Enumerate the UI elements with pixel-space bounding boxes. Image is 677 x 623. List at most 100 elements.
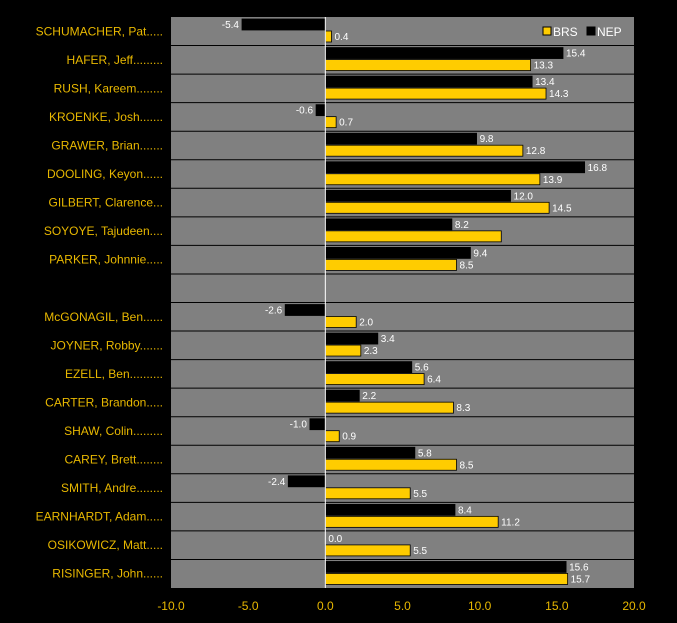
value-label-nep: 8.2 xyxy=(455,220,469,231)
bar-nep xyxy=(324,389,360,402)
legend-label-nep: NEP xyxy=(597,25,622,39)
bar-brs xyxy=(324,401,454,414)
bar-nep xyxy=(324,561,567,573)
bar-brs xyxy=(324,458,457,471)
bar-brs xyxy=(324,30,332,43)
category-label: RUSH, Kareem........ xyxy=(54,81,163,95)
value-label-brs: 5.5 xyxy=(413,489,427,500)
value-label-nep: 2.2 xyxy=(362,391,376,402)
category-label: JOYNER, Robby....... xyxy=(51,338,163,352)
value-label-brs: 13.9 xyxy=(543,175,563,186)
bar-brs xyxy=(324,87,547,100)
value-label-nep: 16.8 xyxy=(588,163,608,174)
category-label: SOYOYE, Tajudeen.... xyxy=(44,224,163,238)
value-label-nep: 0.0 xyxy=(328,534,342,545)
x-tick-label: -5.0 xyxy=(238,599,259,613)
bar-nep xyxy=(324,47,564,59)
bar-brs xyxy=(324,544,411,557)
x-tick-label: 5.0 xyxy=(394,599,411,613)
bar-nep xyxy=(324,246,471,259)
bar-brs xyxy=(324,144,524,157)
bar-nep xyxy=(324,132,477,145)
bar-brs xyxy=(324,316,357,328)
bar-nep xyxy=(324,218,453,231)
category-label: SHAW, Colin......... xyxy=(64,424,163,438)
value-label-nep: -0.6 xyxy=(296,106,314,117)
bar-nep xyxy=(324,75,533,88)
x-tick-label: 15.0 xyxy=(545,599,569,613)
bar-nep xyxy=(324,189,511,202)
value-labels: -5.4 0.4 15.4 13.3 13.414.3 -0.6 0.7 9.8 12.8 16.… xyxy=(222,20,608,585)
value-label-nep: -2.6 xyxy=(265,306,283,317)
value-label-nep: 15.4 xyxy=(566,49,586,60)
x-tick-label: 0.0 xyxy=(317,599,334,613)
category-label: DOOLING, Keyon...... xyxy=(47,167,163,181)
bar-brs xyxy=(324,573,569,585)
value-label-nep: 12.0 xyxy=(514,191,534,202)
value-label-brs: 0.9 xyxy=(342,432,356,443)
bar-nep xyxy=(324,332,379,345)
category-label: GILBERT, Clarence... xyxy=(49,196,164,210)
bar-brs xyxy=(324,373,425,386)
category-label: SMITH, Andre........ xyxy=(61,481,163,495)
value-label-brs: 14.3 xyxy=(549,89,569,100)
bar-nep xyxy=(284,304,326,316)
category-label: SCHUMACHER, Pat..... xyxy=(36,24,163,38)
bar-nep xyxy=(315,104,326,117)
legend-swatch-nep xyxy=(586,26,596,36)
category-label: PARKER, Johnnie..... xyxy=(49,253,163,267)
bar-brs xyxy=(324,230,502,243)
category-label: KROENKE, Josh....... xyxy=(49,110,163,124)
bar-brs xyxy=(324,430,340,443)
value-label-nep: 13.4 xyxy=(535,77,555,88)
category-label: RISINGER, John...... xyxy=(52,567,163,581)
value-label-brs: 14.5 xyxy=(552,203,572,214)
value-label-brs: 13.3 xyxy=(534,61,554,72)
category-label: EZELL, Ben.......... xyxy=(65,367,163,381)
value-label-brs: 8.3 xyxy=(456,403,470,414)
value-label-brs: 0.4 xyxy=(335,32,349,43)
value-label-nep: 5.6 xyxy=(415,363,429,374)
value-label-brs: 8.5 xyxy=(460,260,474,271)
value-label-nep: 9.8 xyxy=(480,134,494,145)
legend-label-brs: BRS xyxy=(553,25,578,39)
bar-nep xyxy=(324,446,416,459)
value-label-brs: 0.7 xyxy=(339,118,353,129)
value-label-nep: -5.4 xyxy=(222,20,240,31)
value-label-brs: 2.0 xyxy=(359,318,373,329)
x-tick-label: 20.0 xyxy=(622,599,646,613)
bar-nep xyxy=(241,18,326,31)
value-label-nep: 15.6 xyxy=(569,562,589,573)
category-label: CARTER, Brandon..... xyxy=(45,395,163,409)
grid-lines xyxy=(171,45,634,560)
value-label-brs: 12.8 xyxy=(526,146,546,157)
category-label: CAREY, Brett........ xyxy=(65,453,163,467)
value-label-nep: 8.4 xyxy=(458,505,472,516)
bar-brs xyxy=(324,515,499,528)
bar-nep xyxy=(324,161,586,174)
value-label-nep: 3.4 xyxy=(381,334,395,345)
bar-nep xyxy=(324,503,456,516)
legend: BRS NEP xyxy=(542,25,622,39)
bar-brs xyxy=(324,487,411,500)
category-label: GRAWER, Brian....... xyxy=(51,138,163,152)
value-label-nep: 9.4 xyxy=(473,248,487,259)
value-label-nep: -1.0 xyxy=(290,420,308,431)
bar-nep xyxy=(324,361,413,374)
bar-brs xyxy=(324,344,362,357)
value-label-brs: 6.4 xyxy=(427,375,441,386)
value-label-nep: -2.4 xyxy=(268,477,286,488)
bar-nep xyxy=(287,475,326,488)
value-label-brs: 5.5 xyxy=(413,546,427,557)
x-tick-label: -10.0 xyxy=(157,599,185,613)
category-label: OSIKOWICZ, Matt..... xyxy=(48,538,163,552)
bar-brs xyxy=(324,59,531,71)
value-label-brs: 15.7 xyxy=(571,574,591,585)
category-label: EARNHARDT, Adam..... xyxy=(36,510,163,524)
bar-nep xyxy=(309,418,326,431)
category-labels: SCHUMACHER, Pat..... HAFER, Jeff.........… xyxy=(36,24,163,580)
category-label: McGONAGIL, Ben...... xyxy=(44,310,163,324)
value-label-nep: 5.8 xyxy=(418,448,432,459)
value-label-brs: 2.3 xyxy=(364,346,378,357)
